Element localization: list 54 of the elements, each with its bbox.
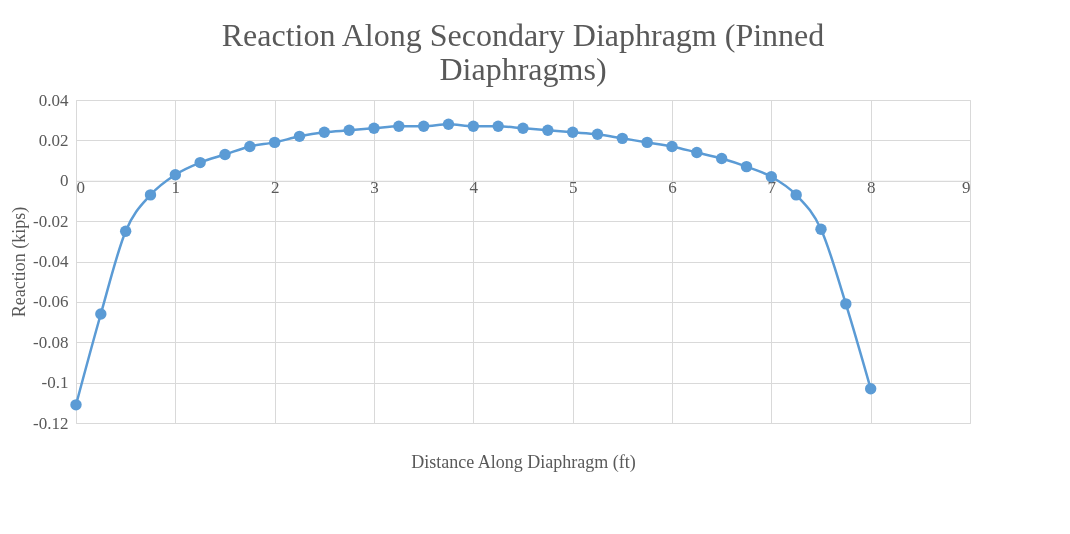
point	[194, 156, 206, 169]
point	[517, 122, 529, 134]
point	[765, 171, 778, 183]
x-tick-label: 4	[469, 178, 479, 198]
point	[691, 146, 703, 159]
x-tick-label: 9	[962, 178, 971, 198]
point	[864, 382, 877, 395]
point	[641, 136, 653, 149]
y-tick-label: -0.06	[33, 292, 69, 312]
point	[566, 126, 579, 138]
point	[219, 148, 231, 161]
point	[666, 140, 678, 153]
text: Reaction Along Secondary Diaphragm (Pinned	[221, 17, 825, 53]
y-tick-label: -0.08	[33, 332, 69, 352]
x-tick-label: 7	[767, 178, 777, 198]
point	[293, 130, 306, 143]
point	[715, 152, 728, 165]
point	[616, 132, 629, 145]
point	[740, 160, 753, 173]
point	[70, 399, 82, 411]
y-tick-label: -0.02	[33, 211, 69, 231]
x-tick-label: 2	[270, 178, 280, 198]
y-tick-label: -0.1	[41, 373, 69, 393]
point	[815, 223, 827, 235]
point	[144, 189, 157, 201]
point	[95, 308, 107, 320]
y-axis-title: Reaction (kips)	[9, 206, 31, 318]
x-tick-label: 6	[668, 178, 677, 198]
point	[119, 225, 132, 237]
point	[542, 124, 554, 136]
point	[244, 140, 256, 153]
y-tick-label: 0.02	[38, 130, 69, 150]
point	[790, 189, 802, 201]
point	[442, 118, 455, 130]
x-axis-title: Distance Along Diaphragm (ft)	[411, 451, 636, 473]
y-tick-label: -0.04	[33, 252, 69, 271]
point	[169, 169, 182, 181]
point	[467, 120, 480, 132]
point	[318, 126, 331, 138]
point	[343, 124, 355, 136]
point	[591, 128, 604, 141]
point	[268, 136, 281, 149]
point	[492, 120, 504, 132]
point	[840, 298, 852, 310]
point	[368, 122, 380, 134]
point	[393, 120, 405, 132]
x-tick-label: 3	[370, 178, 379, 198]
x-tick-label: 5	[568, 178, 578, 198]
x-tick-label: 1	[171, 178, 181, 198]
y-tick-label: -0.12	[33, 413, 69, 433]
x-tick-label: 8	[866, 178, 876, 198]
y-tick-label: 0.04	[38, 90, 69, 110]
point	[417, 120, 430, 132]
x-tick-label: 0	[76, 178, 85, 198]
